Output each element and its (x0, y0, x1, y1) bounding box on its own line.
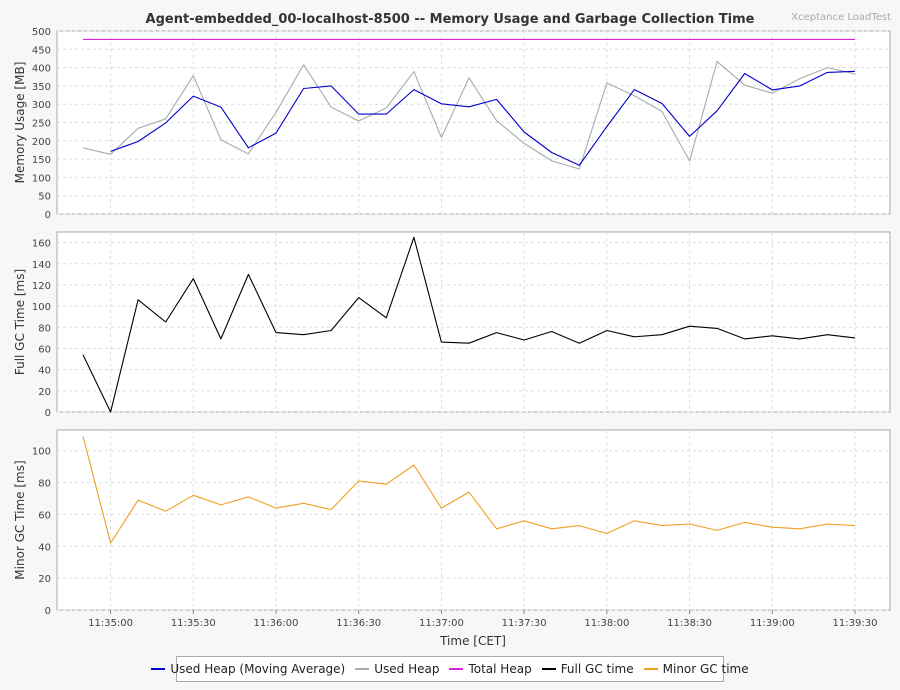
legend-item: Minor GC time (643, 662, 749, 676)
y-tick-label: 300 (32, 100, 51, 111)
y-tick-label: 0 (45, 210, 51, 221)
legend-label: Total Heap (468, 662, 532, 676)
legend-item: Full GC time (541, 662, 634, 676)
legend-label: Minor GC time (662, 662, 749, 676)
plot-area (56, 231, 891, 413)
y-tick-label: 150 (32, 155, 51, 166)
y-tick-label: 200 (32, 137, 51, 148)
legend-swatch (355, 668, 370, 670)
y-tick-label: 160 (32, 239, 51, 250)
y-tick-label: 60 (38, 510, 51, 521)
y-tick-label: 50 (38, 192, 51, 203)
x-tick-label: 11:38:00 (584, 618, 629, 629)
y-tick-label: 100 (32, 302, 51, 313)
x-tick-label: 11:39:30 (833, 618, 878, 629)
y-tick-label: 60 (38, 344, 51, 355)
y-tick-label: 40 (38, 542, 51, 553)
y-tick-label: 20 (38, 574, 51, 585)
y-tick-label: 500 (32, 27, 51, 38)
y-tick-label: 0 (45, 606, 51, 617)
legend-swatch (541, 668, 556, 670)
x-tick-label: 11:35:30 (171, 618, 216, 629)
y-tick-label: 40 (38, 366, 51, 377)
x-tick-label: 11:36:30 (336, 618, 381, 629)
y-tick-label: 140 (32, 260, 51, 271)
y-tick-label: 250 (32, 119, 51, 130)
plot-area (56, 429, 891, 611)
y-axis-label: Full GC Time [ms] (13, 269, 27, 375)
legend-swatch (449, 668, 464, 670)
x-tick-label: 11:39:00 (750, 618, 795, 629)
legend-item: Total Heap (449, 662, 532, 676)
x-axis-label: Time [CET] (439, 634, 506, 648)
legend-swatch (643, 668, 658, 670)
y-tick-label: 100 (32, 447, 51, 458)
x-tick-label: 11:37:00 (419, 618, 464, 629)
legend-item: Used Heap (355, 662, 439, 676)
y-tick-label: 0 (45, 408, 51, 419)
y-axis-label: Minor GC Time [ms] (13, 460, 27, 579)
x-tick-label: 11:37:30 (502, 618, 547, 629)
y-tick-label: 20 (38, 387, 51, 398)
y-tick-label: 350 (32, 82, 51, 93)
watermark: Xceptance LoadTest (791, 12, 891, 23)
y-tick-label: 80 (38, 323, 51, 334)
legend-item: Used Heap (Moving Average) (151, 662, 345, 676)
x-tick-label: 11:36:00 (254, 618, 299, 629)
y-tick-label: 450 (32, 45, 51, 56)
legend-label: Used Heap (Moving Average) (170, 662, 346, 676)
series-line-used-heap-moving-average- (110, 70, 856, 166)
x-tick-label: 11:35:00 (88, 618, 133, 629)
x-tick-label: 11:38:30 (667, 618, 712, 629)
series-line-full-gc-time (82, 236, 856, 413)
y-axis-label: Memory Usage [MB] (13, 62, 27, 184)
legend-label: Used Heap (374, 662, 440, 676)
y-tick-label: 120 (32, 281, 51, 292)
legend-label: Full GC time (560, 662, 634, 676)
chart-title: Agent-embedded_00-localhost-8500 -- Memo… (146, 12, 755, 27)
series-line-minor-gc-time (82, 436, 856, 544)
series-line-used-heap (82, 60, 856, 170)
legend-swatch (151, 668, 166, 670)
y-tick-label: 100 (32, 173, 51, 184)
y-tick-label: 400 (32, 64, 51, 75)
legend: Used Heap (Moving Average) Used Heap Total… (151, 656, 749, 682)
y-tick-label: 80 (38, 479, 51, 490)
